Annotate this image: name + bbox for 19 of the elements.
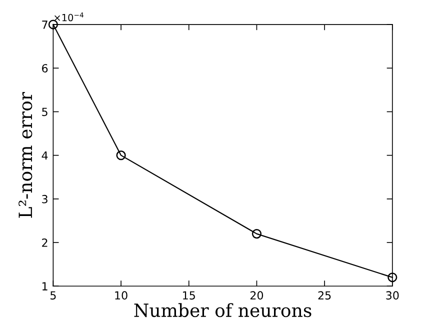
x-tick-label: 10 <box>115 291 128 300</box>
y-tick-label: 1 <box>42 282 48 290</box>
y-tick-label: 5 <box>42 108 48 116</box>
point <box>388 272 398 282</box>
x-tick-label: 20 <box>250 291 264 300</box>
y-tick-label: 2 <box>42 238 48 247</box>
x-tick-label: 25 <box>318 291 331 300</box>
x-axis-title: Number of neurons <box>134 303 312 318</box>
y-axis-title: L²-norm error <box>18 92 32 218</box>
y-tick-label: 7 <box>42 20 48 29</box>
point <box>116 150 126 160</box>
y-tick-label: 3 <box>42 194 48 204</box>
y-tick-label: 6 <box>42 64 48 73</box>
x-tick-label: 30 <box>386 291 399 300</box>
x-tick-label: 5 <box>50 291 56 300</box>
x-tick-label: 15 <box>183 291 195 300</box>
point <box>252 229 262 239</box>
text: ×10$^{−4}$ <box>54 12 84 22</box>
y-tick-label: 4 <box>42 151 48 160</box>
